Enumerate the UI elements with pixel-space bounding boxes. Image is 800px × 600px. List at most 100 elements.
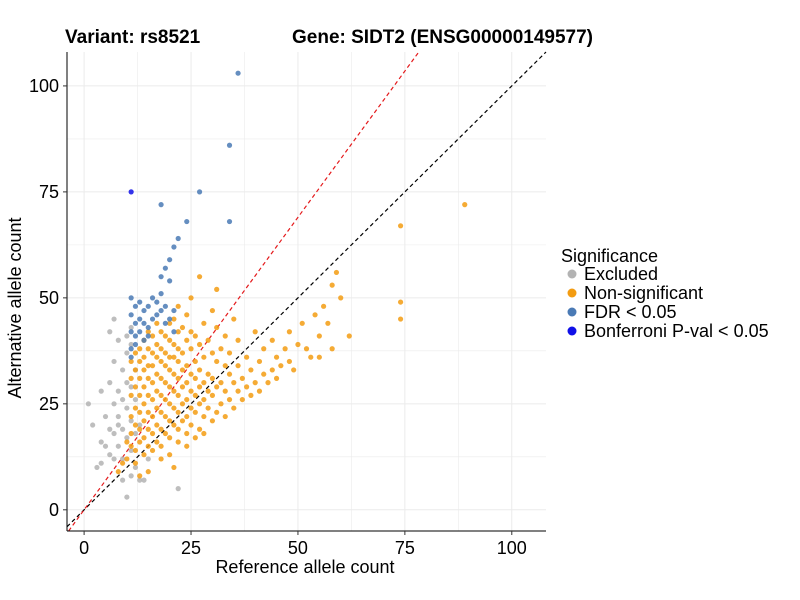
point-non-significant xyxy=(137,426,143,432)
point-non-significant xyxy=(171,405,177,411)
point-excluded xyxy=(128,324,134,331)
x-tick-label: 25 xyxy=(181,538,201,558)
point-non-significant xyxy=(192,409,198,415)
point-non-significant xyxy=(175,329,181,335)
point-non-significant xyxy=(158,375,164,381)
point-non-significant xyxy=(175,358,181,365)
point-non-significant xyxy=(171,354,177,360)
point-non-significant xyxy=(132,384,139,390)
point-non-significant xyxy=(291,367,297,373)
point-excluded xyxy=(128,473,134,479)
point-non-significant xyxy=(162,396,168,403)
point-non-significant xyxy=(167,337,173,343)
point-non-significant xyxy=(137,358,143,365)
point-non-significant xyxy=(175,439,181,445)
point-non-significant xyxy=(124,439,130,445)
point-non-significant xyxy=(149,413,156,420)
point-fdr-0-05 xyxy=(184,218,190,225)
point-non-significant xyxy=(175,346,181,352)
point-non-significant xyxy=(171,371,177,377)
point-non-significant xyxy=(184,312,190,318)
point-excluded xyxy=(124,350,130,356)
point-excluded xyxy=(111,456,117,462)
point-bonferroni-p-val-0-05 xyxy=(128,189,134,195)
point-non-significant xyxy=(201,320,207,326)
point-non-significant xyxy=(132,350,139,356)
point-fdr-0-05 xyxy=(141,337,147,343)
point-non-significant xyxy=(205,405,211,411)
point-non-significant xyxy=(132,460,139,466)
point-non-significant xyxy=(316,354,322,360)
point-non-significant xyxy=(175,426,181,432)
point-fdr-0-05 xyxy=(145,303,151,309)
point-non-significant xyxy=(333,269,340,276)
point-non-significant xyxy=(128,413,134,420)
point-non-significant xyxy=(128,375,134,381)
point-excluded xyxy=(119,456,126,462)
point-excluded xyxy=(98,388,104,394)
point-non-significant xyxy=(154,320,160,326)
point-excluded xyxy=(119,367,126,373)
point-excluded xyxy=(124,333,130,339)
point-non-significant xyxy=(154,388,160,394)
point-fdr-0-05 xyxy=(128,354,134,360)
point-non-significant xyxy=(141,354,147,360)
point-non-significant xyxy=(145,329,151,335)
gene-title: Gene: SIDT2 (ENSG00000149577) xyxy=(292,27,593,48)
point-fdr-0-05 xyxy=(145,333,151,339)
reference-line xyxy=(68,51,420,532)
legend-key xyxy=(567,288,577,298)
point-non-significant xyxy=(179,324,186,331)
y-tick-label: 0 xyxy=(49,500,59,520)
point-non-significant xyxy=(188,295,194,301)
point-non-significant xyxy=(175,303,181,309)
point-non-significant xyxy=(162,380,168,386)
point-non-significant xyxy=(209,350,216,356)
point-non-significant xyxy=(128,443,134,449)
point-non-significant xyxy=(145,392,151,398)
point-excluded xyxy=(107,452,113,458)
point-non-significant xyxy=(209,375,216,381)
x-tick-label: 50 xyxy=(288,538,308,558)
point-non-significant xyxy=(167,354,173,360)
point-non-significant xyxy=(222,333,228,339)
point-non-significant xyxy=(329,282,335,288)
axes: 0 25 50 75 100 0 25 50 75 100 xyxy=(29,52,546,558)
point-non-significant xyxy=(205,371,211,377)
point-non-significant xyxy=(167,367,173,373)
point-non-significant xyxy=(149,380,156,386)
point-non-significant xyxy=(149,363,156,369)
point-fdr-0-05 xyxy=(132,303,139,309)
point-excluded xyxy=(85,401,91,407)
point-non-significant xyxy=(179,367,186,373)
point-non-significant xyxy=(269,367,275,373)
point-fdr-0-05 xyxy=(141,307,147,314)
point-non-significant xyxy=(162,333,168,339)
point-fdr-0-05 xyxy=(132,333,139,339)
point-non-significant xyxy=(115,469,121,475)
point-non-significant xyxy=(145,346,151,352)
point-non-significant xyxy=(132,367,139,373)
point-excluded xyxy=(111,401,117,407)
point-non-significant xyxy=(192,392,198,398)
point-non-significant xyxy=(128,392,134,398)
x-tick-label: 100 xyxy=(497,538,527,558)
point-fdr-0-05 xyxy=(171,329,177,335)
x-tick-label: 75 xyxy=(395,538,415,558)
point-non-significant xyxy=(201,354,207,360)
point-non-significant xyxy=(308,354,314,360)
point-non-significant xyxy=(175,392,181,398)
point-excluded xyxy=(107,426,113,432)
point-non-significant xyxy=(132,422,139,428)
point-non-significant xyxy=(209,392,216,398)
point-non-significant xyxy=(158,329,164,335)
point-non-significant xyxy=(154,371,160,377)
point-non-significant xyxy=(141,418,147,424)
point-excluded xyxy=(111,358,117,365)
point-non-significant xyxy=(338,295,344,301)
point-non-significant xyxy=(171,341,177,348)
legend-label: Non-significant xyxy=(584,283,703,303)
point-non-significant xyxy=(171,316,177,322)
point-non-significant xyxy=(192,333,198,339)
point-non-significant xyxy=(141,367,147,373)
